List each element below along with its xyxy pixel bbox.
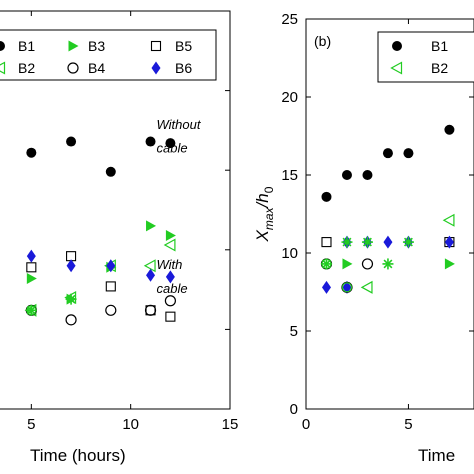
legend-marker-b2	[390, 61, 403, 75]
legend-marker-b1	[392, 41, 402, 51]
legend-marker-b2	[0, 61, 6, 75]
data-point-b4	[65, 314, 77, 326]
y-tick-label: 5	[290, 323, 298, 340]
legend-label-b2: B2	[18, 60, 35, 76]
data-point-series-6	[402, 236, 414, 248]
data-point-b6	[165, 270, 175, 284]
x-tick-label: 15	[222, 416, 239, 433]
x-tick-label: 10	[122, 416, 139, 433]
annotation: cable	[156, 141, 187, 156]
legend-label-b2: B2	[431, 60, 448, 76]
x-axis-label: Time (hours)	[30, 446, 126, 465]
data-point-series-6	[382, 258, 394, 270]
annotation: Without	[156, 117, 201, 132]
data-point-b1	[444, 124, 455, 135]
legend-marker-b4	[67, 62, 79, 74]
data-point-b1	[362, 170, 373, 180]
data-point-b5	[105, 281, 116, 292]
data-point-b1	[145, 136, 156, 147]
data-point-series-7	[26, 305, 37, 316]
data-point-b1	[403, 148, 414, 159]
data-point-b1	[105, 166, 116, 177]
data-point-series-2	[321, 237, 332, 248]
data-point-b6	[26, 249, 36, 263]
data-point-b1	[165, 138, 176, 149]
y-tick-label: 0	[290, 401, 298, 418]
legend-label-b5: B5	[175, 38, 192, 54]
data-point-b3	[146, 220, 157, 232]
data-point-b6	[66, 259, 76, 273]
data-point-b2	[442, 213, 455, 227]
legend: B1 B3 B5 B2 B4 B6	[0, 29, 217, 81]
data-point-series-3	[342, 280, 352, 294]
data-point-series-4	[342, 258, 353, 270]
data-point-series-3	[383, 235, 393, 249]
data-point-series-5	[361, 258, 374, 270]
legend-marker-b3	[68, 40, 79, 52]
data-point-b2	[163, 238, 176, 252]
y-tick-label: 20	[281, 89, 298, 106]
data-point-b6	[146, 268, 156, 282]
data-point-series-3	[444, 235, 454, 249]
data-point-series-6	[361, 236, 373, 248]
panel-label: (b)	[314, 33, 331, 49]
axes-frame	[0, 10, 231, 410]
legend-label-b4: B4	[88, 60, 105, 76]
legend-box	[377, 31, 474, 83]
legend-label-b6: B6	[175, 60, 192, 76]
data-point-series-6	[341, 236, 353, 248]
data-point-series-6	[25, 304, 37, 316]
data-point-b1	[382, 148, 393, 159]
data-point-b3	[165, 229, 176, 241]
data-point-b2	[360, 280, 373, 294]
x-tick-label: 5	[27, 416, 35, 433]
data-point-b3	[26, 272, 37, 284]
x-tick-label: 5	[404, 416, 412, 433]
annotation: cable	[156, 281, 187, 296]
data-point-series-3	[321, 280, 331, 294]
annotation: With	[156, 257, 182, 272]
legend-label-b1: B1	[18, 38, 35, 54]
y-tick-label: 15	[281, 167, 298, 184]
data-point-b4	[144, 304, 157, 316]
data-point-b1	[66, 136, 77, 147]
data-point-b1	[341, 170, 352, 180]
data-point-series-4	[444, 258, 455, 270]
data-point-b1	[26, 147, 37, 158]
legend-label-b1: B1	[431, 38, 448, 54]
data-point-series-6	[65, 293, 77, 305]
data-point-b6	[106, 259, 116, 273]
legend-marker-b5	[150, 40, 162, 52]
data-point-b2	[143, 259, 156, 273]
legend-label-b3: B3	[88, 38, 105, 54]
x-axis-label: Time	[418, 446, 455, 465]
panel-a: 5 10 15 Time (hours) Without cable With cable B1…	[0, 10, 239, 465]
x-tick-label: 0	[302, 416, 310, 433]
data-point-series-6	[320, 258, 332, 270]
data-point-series-7	[321, 258, 332, 270]
data-point-b4	[164, 295, 176, 307]
axes-frame	[305, 18, 474, 410]
data-point-b4	[105, 304, 117, 316]
data-point-b5	[26, 262, 37, 273]
legend-marker-b6	[151, 61, 161, 75]
legend-box	[0, 29, 217, 81]
y-axis-label: Xmax/h0	[253, 186, 276, 242]
data-point-series-7	[341, 282, 353, 293]
y-tick-label: 10	[281, 245, 298, 262]
legend-marker-b1	[0, 41, 5, 51]
data-point-b1	[321, 191, 332, 202]
data-point-b5	[165, 311, 176, 322]
y-tick-label: 25	[281, 11, 298, 28]
